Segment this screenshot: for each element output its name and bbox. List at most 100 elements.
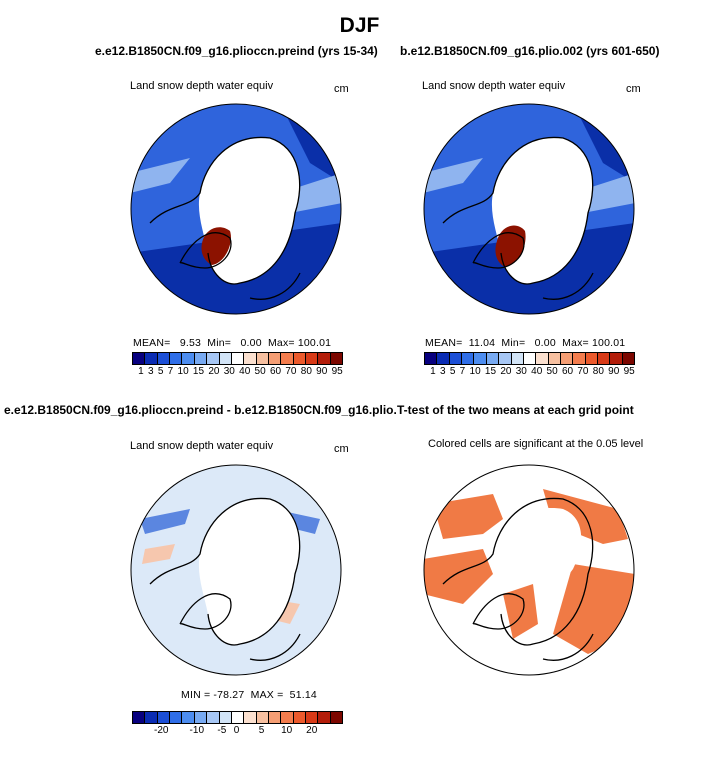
colorbar-swatch [281,712,294,723]
colorbar-tick-label: 80 [300,366,312,377]
colorbar-swatch [157,353,171,364]
panel-1-colorbar-ticks: 1 3 5 7 10 15 20 30 40 50 60 70 80 90 95 [132,366,345,377]
panel-3-variable-label: Land snow depth water equiv [130,440,274,452]
panel-3-title: e.e12.B1850CN.f09_g16.pliocсn.preind - b… [4,403,417,417]
panel-1-colorbar [132,352,343,365]
colorbar-swatch [486,353,500,364]
colorbar-tick-label: 60 [269,366,282,377]
colorbar-swatch [207,712,220,723]
colorbar-swatch [194,353,208,364]
colorbar-tick-label: 70 [577,366,589,377]
panel-4-title: T-test of the two means at each grid poi… [397,403,634,417]
panel-2-colorbar-ticks: 1 3 5 7 10 15 20 30 40 50 60 70 80 90 95 [424,366,637,377]
colorbar-swatch [170,353,183,364]
panel-2-map [423,103,635,315]
colorbar-swatch [306,353,319,364]
colorbar-swatch [462,353,475,364]
panel-3-units-label: cm [334,443,349,455]
colorbar-tick-label: 30 [515,366,527,377]
colorbar-swatch [194,712,208,723]
colorbar-swatch [145,712,158,723]
panel-2-colorbar [424,352,635,365]
colorbar-tick-label: 50 [254,366,266,377]
colorbar-tick-label: 40 [239,366,251,377]
colorbar-tick-label: -10 [189,725,205,736]
colorbar-swatch [437,353,450,364]
colorbar-swatch [231,353,245,364]
colorbar-tick-label: 10 [281,725,293,736]
colorbar-swatch [244,353,257,364]
colorbar-swatch [560,353,574,364]
colorbar-swatch [268,712,282,723]
colorbar-tick-label: 90 [608,366,620,377]
panel-3-stats: MIN = -78.27 MAX = 51.14 [181,689,317,701]
colorbar-swatch [318,712,331,723]
colorbar-swatch [157,712,171,723]
colorbar-swatch [268,353,282,364]
colorbar-tick-label: 70 [285,366,297,377]
colorbar-swatch [182,712,195,723]
colorbar-swatch [133,353,146,364]
colorbar-swatch [573,353,586,364]
colorbar-tick-label: 7 [167,366,174,377]
colorbar-swatch [330,712,343,723]
colorbar-swatch [293,353,307,364]
colorbar-swatch [170,712,183,723]
panel-4-map [423,464,635,676]
colorbar-swatch [293,712,307,723]
panel-1-variable-label: Land snow depth water equiv [130,80,274,92]
colorbar-swatch [244,712,257,723]
colorbar-tick-label: 15 [484,366,497,377]
colorbar-swatch [499,353,512,364]
colorbar-swatch [585,353,599,364]
colorbar-swatch [598,353,611,364]
panel-3-map [130,464,342,676]
panel-1-title: e.e12.B1850CN.f09_g16.pliocсn.preind (yr… [95,44,378,58]
panel-2-title: b.e12.B1850CN.f09_g16.plio.002 (yrs 601-… [400,44,660,58]
panel-1-map [130,103,342,315]
colorbar-tick-label: 20 [208,366,220,377]
colorbar-tick-label: 3 [147,366,154,377]
colorbar-tick-label: 50 [546,366,558,377]
colorbar-swatch [145,353,158,364]
colorbar-swatch [133,712,146,723]
colorbar-swatch [449,353,463,364]
colorbar-swatch [219,353,232,364]
colorbar-tick-label: 5 [449,366,456,377]
colorbar-swatch [281,353,294,364]
colorbar-tick-label: 15 [192,366,205,377]
colorbar-tick-label: 10 [469,366,481,377]
colorbar-tick-label: 80 [592,366,604,377]
panel-2-variable-label: Land snow depth water equiv [422,80,566,92]
panel-1-units-label: cm [334,83,349,95]
colorbar-swatch [256,353,269,364]
colorbar-tick-label: 0 [233,725,240,736]
colorbar-tick-label: -20 [154,725,169,736]
colorbar-tick-label: -5 [217,725,227,736]
page-title: DJF [339,14,380,37]
colorbar-tick-label: 7 [459,366,466,377]
colorbar-swatch [511,353,524,364]
colorbar-swatch [256,712,269,723]
colorbar-tick-label: 60 [561,366,574,377]
colorbar-tick-label: 5 [258,725,265,736]
colorbar-swatch [182,353,195,364]
colorbar-swatch [425,353,438,364]
colorbar-tick-label: 5 [157,366,164,377]
colorbar-tick-label: 20 [306,725,318,736]
colorbar-swatch [474,353,487,364]
colorbar-tick-label: 1 [430,366,436,377]
colorbar-swatch [330,353,343,364]
colorbar-swatch [536,353,549,364]
colorbar-swatch [231,712,245,723]
colorbar-swatch [610,353,623,364]
colorbar-tick-label: 40 [531,366,543,377]
colorbar-tick-label: 95 [623,366,635,377]
colorbar-swatch [207,353,220,364]
panel-4-variable-label: Colored cells are significant at the 0.0… [428,438,644,450]
colorbar-tick-label: 10 [177,366,189,377]
colorbar-tick-label: 20 [500,366,512,377]
panel-2-stats: MEAN= 11.04 Min= 0.00 Max= 100.01 [425,337,626,349]
panel-2-units-label: cm [626,83,641,95]
colorbar-swatch [548,353,561,364]
